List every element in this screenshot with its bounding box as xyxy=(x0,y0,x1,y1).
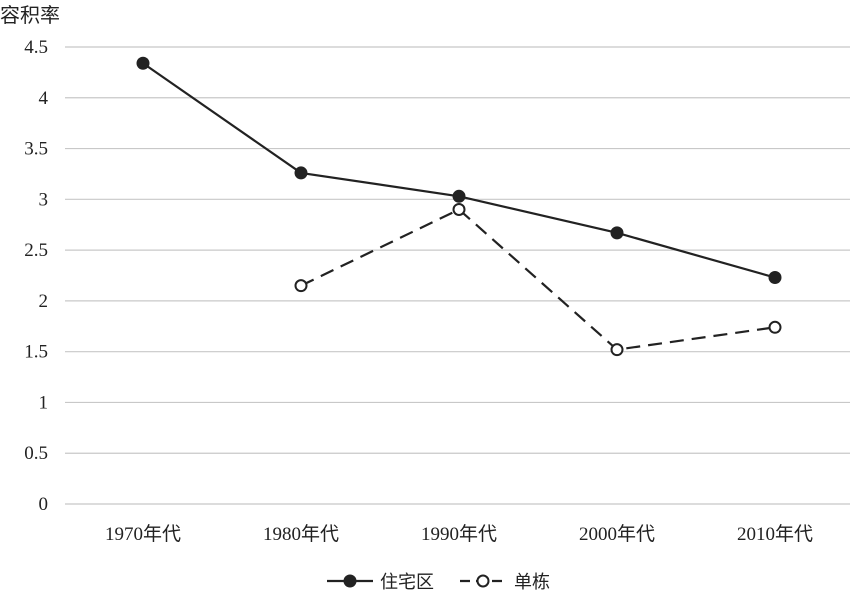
data-point xyxy=(452,202,466,216)
legend-marker xyxy=(476,574,490,588)
x-tick-label: 1970年代 xyxy=(105,523,181,545)
x-axis-tick-labels: 1970年代 1980年代 1990年代 2000年代 2010年代 xyxy=(105,523,813,545)
legend-item-series-2: 单栋 xyxy=(460,572,550,593)
series-line xyxy=(300,208,776,351)
series-1 xyxy=(136,56,782,285)
y-tick-label: 3 xyxy=(39,189,49,210)
x-tick-label: 2000年代 xyxy=(579,523,655,545)
y-tick-label: 3.5 xyxy=(24,139,48,160)
legend-marker xyxy=(343,574,357,588)
data-point xyxy=(452,189,466,203)
y-tick-label: 2.5 xyxy=(24,240,48,261)
y-axis-label: 容积率 xyxy=(0,3,60,27)
data-point xyxy=(136,56,150,70)
y-tick-label: 4 xyxy=(39,88,49,109)
gridlines xyxy=(65,46,850,505)
data-point xyxy=(768,320,782,334)
y-tick-label: 4.5 xyxy=(24,37,48,58)
legend-item-series-1: 住宅区 xyxy=(327,572,434,593)
data-point xyxy=(610,226,624,240)
y-tick-label: 2 xyxy=(39,291,49,312)
x-tick-label: 1990年代 xyxy=(421,523,497,545)
series-line xyxy=(142,62,776,279)
legend: 住宅区 单栋 xyxy=(327,572,550,593)
y-tick-label: 0 xyxy=(39,494,49,515)
legend-label: 住宅区 xyxy=(380,572,434,593)
y-axis-tick-labels: 0 0.5 1 1.5 2 2.5 3 3.5 4 4.5 xyxy=(24,37,48,515)
data-point xyxy=(294,279,308,293)
data-point xyxy=(294,166,308,180)
series-2 xyxy=(294,202,782,357)
x-tick-label: 2010年代 xyxy=(737,523,813,545)
data-point xyxy=(610,343,624,357)
legend-label: 单栋 xyxy=(514,572,550,593)
series-layer xyxy=(136,56,782,357)
x-tick-label: 1980年代 xyxy=(263,523,339,545)
y-tick-label: 1.5 xyxy=(24,342,48,363)
y-tick-label: 1 xyxy=(39,392,49,413)
y-tick-label: 0.5 xyxy=(24,443,48,464)
data-point xyxy=(768,271,782,285)
